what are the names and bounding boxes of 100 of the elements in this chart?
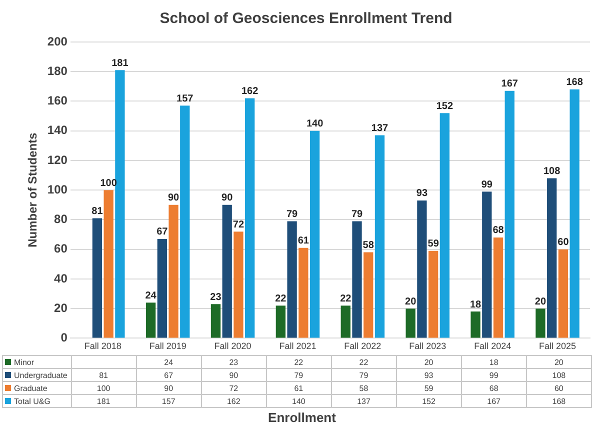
y-tick-label: 80 [54,212,68,226]
y-tick-label: 0 [60,330,68,345]
text: 60 [526,382,592,394]
data-label: 20 [534,296,546,308]
bar [180,106,190,338]
text: 61 [266,382,332,394]
data-label: 140 [306,118,324,130]
data-label: 181 [112,58,129,69]
data-label: 157 [176,93,194,104]
data-label: 79 [286,208,298,220]
data-label: 81 [92,206,104,217]
x-tick-label: Fall 2018 [84,341,122,352]
y-tick-label: 120 [47,152,68,167]
x-tick-label: Fall 2019 [149,341,186,352]
text: 137 [331,394,396,408]
data-label: 61 [298,236,310,247]
legend-label: Graduate [2,382,72,394]
bar [570,89,580,338]
bar [234,232,244,338]
text: 68 [461,382,526,394]
text: 93 [396,368,462,382]
bar [310,130,320,338]
data-label: 79 [351,208,363,220]
bar [245,98,255,338]
text: 58 [331,382,396,394]
data-label: 108 [544,166,561,177]
data-label: 59 [428,238,440,250]
bar [146,302,156,338]
bar [104,190,114,338]
data-label: 60 [558,237,570,248]
bar [115,70,125,338]
data-label: 93 [416,188,428,200]
text: 22 [331,356,396,368]
data-label: 24 [145,290,157,302]
x-tick-label: Fall 2021 [279,341,316,352]
data-label: 162 [241,86,259,98]
data-label: 20 [405,296,417,308]
bar [470,312,480,338]
x-tick-label: Fall 2024 [474,341,512,352]
data-label: 152 [436,100,454,112]
bar [547,178,557,338]
bar [428,250,438,338]
text: 157 [136,394,202,408]
bar [168,204,178,338]
text: 67 [136,368,202,382]
bar [504,90,514,338]
x-tick-label: Fall 2023 [409,341,446,352]
data-label: 99 [481,179,493,190]
y-tick-label: 60 [54,242,68,256]
data-label: 90 [222,192,234,204]
bar [276,306,286,338]
text: 79 [331,368,396,382]
text: 20 [526,356,592,368]
text: 99 [461,368,526,382]
y-tick-label: 40 [54,271,68,286]
text: 23 [201,356,266,368]
bar [287,221,297,338]
text: 24 [136,356,202,368]
legend-label: Total U&G [2,394,72,408]
text: 140 [266,394,332,408]
data-label: 137 [371,123,389,134]
text: 90 [201,368,266,382]
text: 90 [136,382,202,394]
bar [482,192,492,338]
bar [340,306,350,338]
data-label: 67 [156,226,168,238]
x-axis-title: Enrollment [267,410,337,425]
x-tick-label: Fall 2020 [214,341,252,352]
legend-label: Undergraduate [2,368,72,382]
text: 181 [71,394,136,408]
y-tick-label: 140 [47,123,68,138]
bar [536,308,546,338]
data-label: 22 [340,293,352,304]
data-label: 22 [275,293,287,304]
bar [406,308,416,338]
text: 152 [396,394,462,408]
bar [364,252,374,338]
data-label: 167 [501,78,518,90]
data-label: 68 [492,225,504,236]
y-tick-label: 100 [47,182,68,196]
data-label: 18 [470,299,482,310]
chart-title: School of Geosciences Enrollment Trend [160,10,452,28]
text: 79 [266,368,332,382]
data-label: 23 [210,292,222,303]
bar [493,237,504,338]
bar [558,249,568,338]
text: 100 [71,382,136,394]
text: 167 [461,394,526,408]
data-label: 168 [566,77,584,88]
y-tick-label: 20 [54,300,68,315]
y-tick-label: 200 [47,34,68,48]
bar [298,248,308,338]
bar [352,221,362,338]
text: 162 [201,394,266,408]
bar [92,218,102,338]
y-tick-label: 160 [47,94,68,108]
bar [417,200,427,338]
bar [222,204,232,338]
text: 22 [266,356,332,368]
x-tick-label: Fall 2025 [539,341,576,352]
